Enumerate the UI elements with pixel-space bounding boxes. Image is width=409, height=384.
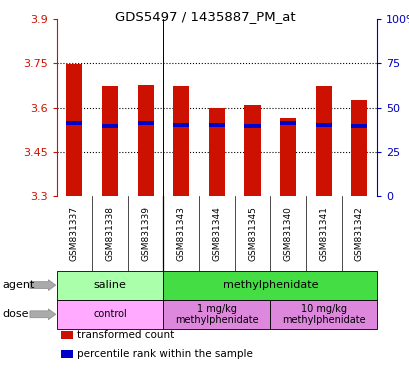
Text: saline: saline: [93, 280, 126, 290]
Bar: [163, 271, 376, 300]
Bar: [173, 122, 189, 126]
Bar: [244, 105, 260, 196]
Text: agent: agent: [2, 280, 34, 290]
Bar: [56, 271, 163, 300]
Bar: [279, 121, 295, 125]
Bar: [56, 300, 163, 329]
Text: 1 mg/kg
methylphenidate: 1 mg/kg methylphenidate: [175, 303, 258, 325]
Bar: [208, 108, 225, 196]
Bar: [244, 124, 260, 128]
Text: methylphenidate: methylphenidate: [222, 280, 317, 290]
Text: 10 mg/kg
methylphenidate: 10 mg/kg methylphenidate: [281, 303, 365, 325]
Text: percentile rank within the sample: percentile rank within the sample: [77, 349, 252, 359]
Text: GDS5497 / 1435887_PM_at: GDS5497 / 1435887_PM_at: [115, 10, 294, 23]
Text: dose: dose: [2, 309, 29, 319]
Text: transformed count: transformed count: [77, 330, 174, 340]
Text: GSM831343: GSM831343: [176, 206, 185, 261]
Bar: [315, 86, 331, 196]
Bar: [66, 121, 82, 125]
Text: GSM831342: GSM831342: [354, 206, 363, 261]
Text: GSM831339: GSM831339: [141, 206, 150, 261]
Bar: [137, 121, 153, 125]
Text: GSM831344: GSM831344: [212, 206, 221, 261]
Bar: [351, 99, 366, 196]
Bar: [270, 300, 376, 329]
Bar: [102, 124, 118, 128]
Text: GSM831337: GSM831337: [70, 206, 79, 261]
Bar: [137, 84, 153, 196]
Bar: [351, 124, 366, 128]
Text: control: control: [93, 309, 126, 319]
Bar: [173, 86, 189, 196]
Text: GSM831341: GSM831341: [319, 206, 328, 261]
Bar: [66, 64, 82, 196]
Bar: [163, 300, 270, 329]
Bar: [315, 122, 331, 126]
Bar: [279, 118, 295, 196]
Text: GSM831338: GSM831338: [105, 206, 114, 261]
Text: GSM831345: GSM831345: [247, 206, 256, 261]
Bar: [102, 86, 118, 196]
Bar: [208, 123, 225, 127]
Text: GSM831340: GSM831340: [283, 206, 292, 261]
